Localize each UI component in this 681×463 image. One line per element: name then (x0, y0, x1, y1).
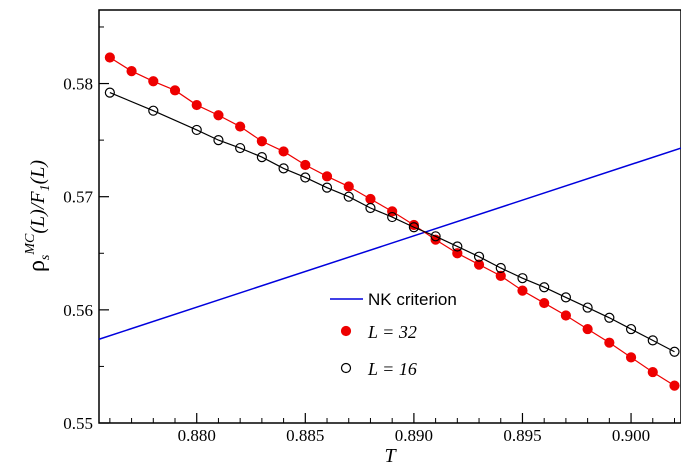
legend-marker-l32 (342, 327, 351, 336)
series-1-point (171, 86, 180, 95)
legend-label-nk-criterion: NK criterion (368, 290, 457, 309)
series-1-point (518, 286, 527, 295)
y-axis-title: ρsMC(L)/F1(L) (23, 160, 53, 272)
series-1-point (366, 194, 375, 203)
series-1-point (192, 101, 201, 110)
x-tick-label: 0.895 (503, 426, 541, 445)
series-1-point (605, 338, 614, 347)
series-1-point (149, 77, 158, 86)
y-axis-title-sub-1: 1 (38, 184, 53, 191)
series-1-point (648, 368, 657, 377)
y-axis-title-rho: ρ (24, 260, 50, 272)
series-1-point (344, 182, 353, 191)
y-tick-label: 0.58 (63, 75, 93, 94)
series-1-point (561, 311, 570, 320)
y-axis-title-sup-mc: MC (23, 233, 38, 256)
legend: NK criterion L = 32 L = 16 (330, 290, 457, 379)
series-1-point (105, 53, 114, 62)
ticks-layer: 0.880 0.885 0.890 0.895 0.900 0.55 0.56 0.57 0.5… (63, 27, 674, 445)
x-tick-label: 0.900 (612, 426, 650, 445)
series-1-point (670, 381, 679, 390)
y-axis-title-sub-s: s (38, 254, 53, 260)
x-tick-label: 0.880 (178, 426, 216, 445)
y-tick-label: 0.57 (63, 188, 93, 207)
y-axis-title-end: (L) (27, 160, 49, 185)
y-tick-label: 0.56 (63, 301, 93, 320)
series-1-point (279, 147, 288, 156)
x-axis-title: T (384, 445, 397, 463)
series-1-point (214, 111, 223, 120)
series-1-point (627, 353, 636, 362)
y-tick-label: 0.55 (63, 414, 93, 433)
x-tick-label: 0.890 (395, 426, 433, 445)
series-1-point (323, 172, 332, 181)
x-tick-label: 0.885 (286, 426, 324, 445)
series-1-point (257, 137, 266, 146)
series-1-point (236, 122, 245, 131)
series-1-point (583, 325, 592, 334)
y-axis-title-main: (L)/F (27, 191, 49, 234)
svg-text:ρsMC(L)/F1(L): ρsMC(L)/F1(L) (23, 160, 53, 272)
series-1-point (127, 67, 136, 76)
legend-label-l16: L = 16 (367, 359, 417, 379)
series-2-point (105, 88, 114, 97)
series-1-point (301, 161, 310, 170)
legend-marker-l16 (342, 364, 351, 373)
legend-label-l32: L = 32 (367, 322, 417, 342)
series-1-point (540, 299, 549, 308)
